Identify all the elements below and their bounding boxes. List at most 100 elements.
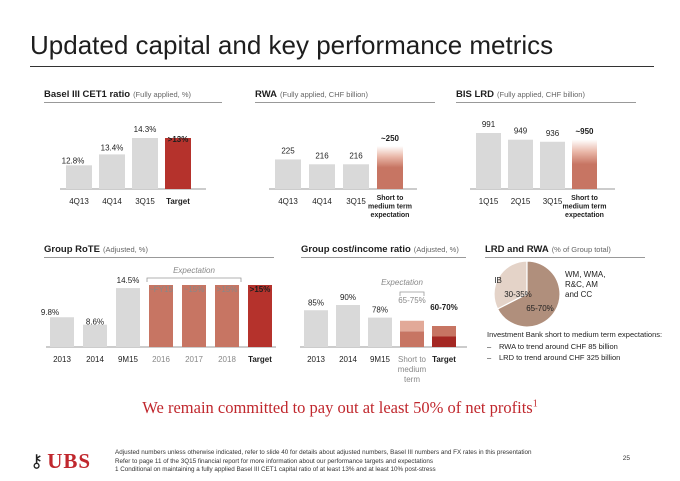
- value-label-ci-2: 78%: [372, 306, 388, 315]
- bar-lrd-0: [476, 133, 501, 189]
- category-label-rwa-3-0: Short to: [377, 195, 404, 202]
- ubs-wordmark: UBS: [47, 449, 92, 473]
- ib-notes-heading: Investment Bank short to medium term exp…: [487, 330, 663, 339]
- bar-lrd-1: [508, 139, 533, 189]
- header-lrd-title: BIS LRD: [456, 89, 494, 100]
- footnote-2: Refer to page 11 of the 3Q15 financial r…: [115, 457, 434, 465]
- bar-cet1-2: [132, 138, 158, 189]
- category-label-rote-4: 2017: [185, 355, 203, 364]
- annotation-rote-expectation: Expectation: [173, 266, 215, 275]
- category-label-ci-3-1: medium: [398, 365, 427, 374]
- header-rote: Group RoTE (Adjusted, %): [44, 244, 148, 255]
- bar-lrd-3: [572, 139, 597, 189]
- value-label-rote-2: 14.5%: [117, 276, 140, 285]
- bar-range-ci-4: [432, 326, 456, 337]
- value-label-rote-5: >15%: [217, 285, 238, 294]
- ib-note-rwa-text: RWA to trend around CHF 85 billion: [499, 341, 618, 351]
- value-label-rwa-2: 216: [349, 151, 363, 160]
- annotation-ci-expectation: Expectation: [381, 278, 423, 287]
- value-label-rote-4: ~15%: [184, 285, 205, 294]
- bar-ci-2: [368, 317, 392, 347]
- header-cet1-rule: [44, 102, 222, 103]
- category-label-rote-5: 2018: [218, 355, 236, 364]
- pie-slice-0: [493, 260, 528, 310]
- bar-cet1-0: [66, 165, 92, 189]
- category-label-rote-3: 2016: [152, 355, 170, 364]
- header-lrd-rule: [456, 102, 636, 103]
- category-label-lrd-0: 1Q15: [479, 197, 499, 206]
- header-pie-title: LRD and RWA: [485, 244, 549, 255]
- header-rote-title: Group RoTE: [44, 244, 100, 255]
- value-label-cet1-1: 13.4%: [101, 143, 124, 152]
- value-label-lrd-1: 949: [514, 127, 528, 136]
- category-label-rwa-2: 3Q15: [346, 197, 366, 206]
- bar-lrd-2: [540, 141, 565, 189]
- header-pie: LRD and RWA (% of Group total): [485, 244, 611, 255]
- ib-notes: Investment Bank short to medium term exp…: [487, 329, 667, 364]
- header-ci: Group cost/income ratio (Adjusted, %): [301, 244, 459, 255]
- bar-rote-3: [149, 285, 173, 347]
- value-label-ci-4: 60-70%: [430, 303, 458, 312]
- ib-note-rwa: – RWA to trend around CHF 85 billion: [487, 341, 618, 351]
- header-cet1-title: Basel III CET1 ratio: [44, 89, 131, 100]
- bar-rwa-3: [377, 146, 403, 189]
- header-lrd-subtitle: (Fully applied, CHF billion): [497, 90, 585, 99]
- footnote-1: Adjusted numbers unless otherwise indica…: [115, 449, 532, 456]
- value-label-lrd-2: 936: [546, 129, 560, 138]
- category-label-ci-1: 2014: [339, 355, 357, 364]
- header-rwa-title: RWA: [255, 89, 277, 100]
- header-ci-subtitle: (Adjusted, %): [413, 245, 459, 254]
- value-label-ci-3: 65-75%: [398, 296, 426, 305]
- category-label-ci-2: 9M15: [370, 355, 391, 364]
- category-label-lrd-2: 3Q15: [543, 197, 563, 206]
- category-label-cet1-0: 4Q13: [69, 197, 89, 206]
- bar-rote-5: [215, 285, 239, 347]
- category-label-rwa-0: 4Q13: [278, 197, 298, 206]
- category-label-cet1-2: 3Q15: [135, 197, 155, 206]
- header-rwa-rule: [255, 102, 435, 103]
- pie-legend-other-1: R&C, AM: [565, 280, 598, 289]
- commitment-footnote-ref: 1: [532, 398, 538, 410]
- bar-rote-4: [182, 285, 206, 347]
- header-pie-rule: [485, 257, 645, 258]
- footnotes: Adjusted numbers unless otherwise indica…: [115, 449, 532, 475]
- category-label-ci-3-0: Short to: [398, 355, 427, 364]
- commitment-text: We remain committed to pay out at least …: [142, 398, 533, 417]
- bar-cet1-3: [165, 138, 191, 189]
- pie-slice-1: [496, 260, 561, 328]
- ib-note-lrd: – LRD to trend around CHF 325 billion: [487, 353, 621, 362]
- value-label-lrd-3: ~950: [575, 127, 594, 136]
- bar-rote-2: [116, 288, 140, 347]
- category-label-lrd-3-0: Short to: [571, 195, 598, 202]
- category-label-ci-0: 2013: [307, 355, 325, 364]
- keys-icon: ⚷: [30, 451, 44, 471]
- value-label-rote-6: >15%: [250, 285, 271, 294]
- bracket-ci-expectation: [399, 291, 425, 296]
- category-label-ci-3-2: term: [404, 375, 420, 384]
- value-label-rwa-1: 216: [315, 151, 329, 160]
- category-label-lrd-1: 2Q15: [511, 197, 531, 206]
- category-label-rote-1: 2014: [86, 355, 104, 364]
- bar-rwa-2: [343, 164, 369, 189]
- category-label-rwa-3-1: medium term: [368, 204, 412, 211]
- bar-ci-3: [400, 331, 424, 347]
- header-lrd: BIS LRD (Fully applied, CHF billion): [456, 89, 585, 100]
- category-label-rwa-3-2: expectation: [371, 212, 410, 219]
- header-rwa: RWA (Fully applied, CHF billion): [255, 89, 368, 100]
- category-label-lrd-3-2: expectation: [565, 212, 604, 219]
- pie-legend-other-0: WM, WMA,: [565, 270, 605, 279]
- page-number: 25: [622, 455, 630, 462]
- value-label-cet1-2: 14.3%: [134, 125, 157, 134]
- category-label-rote-2: 9M15: [118, 355, 139, 364]
- category-label-ci-4: Target: [432, 355, 456, 364]
- page-title: Updated capital and key performance metr…: [30, 30, 554, 60]
- pie-legend-ib: IB: [494, 276, 502, 285]
- category-label-cet1-3: Target: [166, 197, 190, 206]
- category-label-lrd-3-1: medium term: [563, 204, 607, 211]
- bar-ci-4: [432, 336, 456, 347]
- header-ci-rule: [301, 257, 466, 258]
- ubs-logo: ⚷ UBS: [30, 449, 91, 474]
- bar-rwa-0: [275, 159, 301, 189]
- ib-note-lrd-text: LRD to trend around CHF 325 billion: [499, 353, 621, 362]
